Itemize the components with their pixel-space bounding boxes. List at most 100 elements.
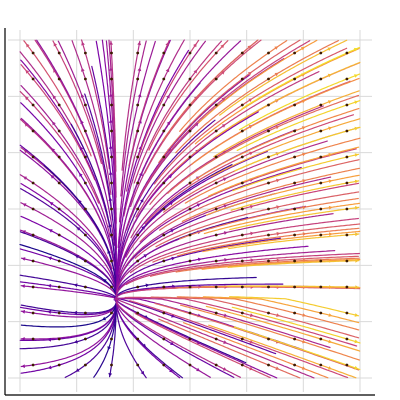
seed-marker bbox=[110, 181, 113, 185]
streamline bbox=[176, 296, 360, 331]
streamline bbox=[20, 202, 117, 290]
streamline-arrow bbox=[354, 153, 359, 157]
streamline-arrow bbox=[53, 42, 58, 47]
seed-marker bbox=[240, 129, 244, 133]
seed-marker bbox=[293, 363, 296, 367]
seed-marker bbox=[162, 155, 166, 159]
streamline-arrow bbox=[22, 203, 27, 207]
streamline-arrow bbox=[75, 255, 79, 259]
streamline-arrow bbox=[247, 71, 252, 76]
streamline bbox=[23, 40, 92, 157]
streamline bbox=[126, 39, 185, 192]
seed-marker bbox=[188, 285, 192, 289]
seed-marker bbox=[110, 337, 113, 341]
streamline-arrow bbox=[140, 370, 145, 375]
seed-marker bbox=[188, 363, 192, 367]
seed-marker bbox=[84, 233, 87, 237]
streamline bbox=[134, 312, 271, 379]
seed-marker bbox=[240, 363, 244, 367]
streamline-arrow bbox=[223, 231, 228, 235]
streamline bbox=[162, 39, 259, 142]
seed-marker bbox=[162, 207, 166, 211]
streamline-arrow bbox=[53, 68, 57, 73]
seed-marker bbox=[267, 129, 270, 133]
seed-marker bbox=[240, 155, 244, 159]
streamline bbox=[148, 40, 229, 151]
streamline-arrow bbox=[274, 72, 279, 77]
streamline bbox=[128, 40, 170, 167]
streamline-arrow bbox=[169, 368, 173, 373]
streamline-arrow bbox=[353, 47, 358, 52]
seed-marker bbox=[240, 207, 244, 211]
streamline-arrow bbox=[354, 179, 359, 184]
seed-marker bbox=[84, 103, 87, 107]
streamline-arrow bbox=[328, 126, 333, 131]
streamline bbox=[119, 40, 156, 223]
seed-marker bbox=[110, 233, 113, 237]
streamline-arrow bbox=[25, 96, 29, 101]
streamline bbox=[133, 40, 222, 184]
seed-marker bbox=[84, 259, 87, 263]
streamline bbox=[229, 206, 360, 231]
streamline-arrow bbox=[328, 179, 333, 184]
seed-marker bbox=[214, 259, 218, 263]
streamline bbox=[137, 39, 200, 160]
seed-marker bbox=[188, 337, 192, 341]
seed-marker bbox=[214, 51, 218, 55]
seed-marker bbox=[345, 233, 349, 237]
streamline-arrow bbox=[328, 339, 333, 344]
seed-marker bbox=[57, 77, 61, 81]
seed-marker bbox=[319, 233, 323, 237]
streamline bbox=[140, 40, 311, 196]
seed-marker bbox=[188, 207, 192, 211]
seed-marker bbox=[240, 77, 244, 81]
seed-marker bbox=[57, 155, 61, 159]
streamline bbox=[20, 59, 117, 272]
streamline bbox=[230, 180, 360, 211]
streamline bbox=[114, 298, 315, 379]
streamline bbox=[234, 126, 361, 172]
seed-marker bbox=[214, 207, 218, 211]
seed-marker bbox=[31, 311, 35, 315]
streamline bbox=[179, 40, 288, 132]
seed-marker bbox=[267, 259, 270, 263]
seed-marker bbox=[319, 155, 323, 159]
streamline-arrow bbox=[196, 203, 201, 207]
streamline-arrow bbox=[137, 93, 142, 98]
seed-marker bbox=[110, 77, 113, 81]
seed-marker bbox=[110, 311, 113, 315]
seed-marker bbox=[84, 155, 87, 159]
seed-marker bbox=[188, 51, 192, 55]
streamline-arrow bbox=[355, 232, 359, 237]
seed-marker bbox=[136, 181, 140, 185]
seed-marker bbox=[214, 285, 218, 289]
streamline-arrow bbox=[301, 99, 306, 104]
streamline-arrow bbox=[81, 41, 85, 46]
streamline bbox=[233, 326, 361, 371]
seed-marker bbox=[84, 207, 87, 211]
streamline-arrow bbox=[354, 339, 359, 344]
seed-marker bbox=[110, 51, 113, 55]
streamline-arrow bbox=[355, 258, 359, 263]
seed-marker bbox=[110, 103, 113, 107]
seed-marker bbox=[31, 129, 35, 133]
seed-marker bbox=[240, 103, 244, 107]
streamline bbox=[19, 174, 113, 270]
seed-marker bbox=[110, 363, 113, 367]
streamline bbox=[20, 64, 96, 181]
streamline-arrow bbox=[47, 337, 51, 342]
streamline-arrow bbox=[137, 67, 142, 72]
streamline-arrow bbox=[52, 121, 56, 126]
seed-marker bbox=[319, 103, 323, 107]
seed-marker bbox=[267, 207, 270, 211]
streamline-arrow bbox=[145, 283, 150, 288]
seed-marker bbox=[267, 181, 270, 185]
streamline-arrow bbox=[302, 339, 306, 344]
streamline bbox=[19, 248, 118, 301]
seed-marker bbox=[110, 129, 113, 133]
seed-marker bbox=[267, 155, 270, 159]
seed-marker bbox=[84, 311, 87, 315]
streamline-arrow bbox=[80, 146, 84, 151]
streamline-arrow bbox=[171, 256, 176, 261]
